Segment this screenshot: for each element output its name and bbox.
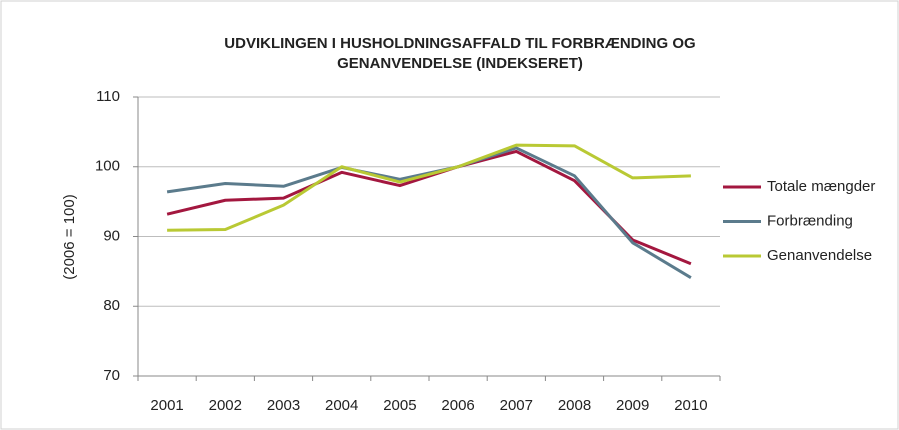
legend-label: Forbrænding bbox=[767, 212, 853, 229]
line-series bbox=[167, 143, 691, 232]
y-tick-label: 90 bbox=[103, 227, 120, 244]
y-tick-label: 100 bbox=[95, 158, 120, 175]
y-tick-label: 110 bbox=[96, 88, 120, 105]
chart-title: UDVIKLINGEN I HUSHOLDNINGSAFFALD TIL FOR… bbox=[224, 35, 695, 52]
legend-label: Genanvendelse bbox=[767, 247, 872, 264]
x-tick-label: 2001 bbox=[150, 397, 183, 414]
x-tick-label: 2007 bbox=[500, 397, 533, 414]
y-tick-label: 70 bbox=[103, 367, 120, 384]
x-tick-label: 2004 bbox=[325, 397, 358, 414]
y-tick-label: 80 bbox=[103, 297, 120, 314]
legend-label: Totale mængder bbox=[767, 178, 875, 195]
x-tick-label: 2008 bbox=[558, 397, 591, 414]
x-tick-label: 2003 bbox=[267, 397, 300, 414]
x-tick-label: 2009 bbox=[616, 397, 649, 414]
x-tick-label: 2005 bbox=[383, 397, 416, 414]
chart-title: GENANVENDELSE (INDEKSERET) bbox=[337, 55, 583, 72]
y-axis-label: (2006 = 100) bbox=[61, 194, 78, 279]
x-tick-label: 2006 bbox=[441, 397, 474, 414]
x-tick-label: 2010 bbox=[674, 397, 707, 414]
x-tick-label: 2002 bbox=[209, 397, 242, 414]
